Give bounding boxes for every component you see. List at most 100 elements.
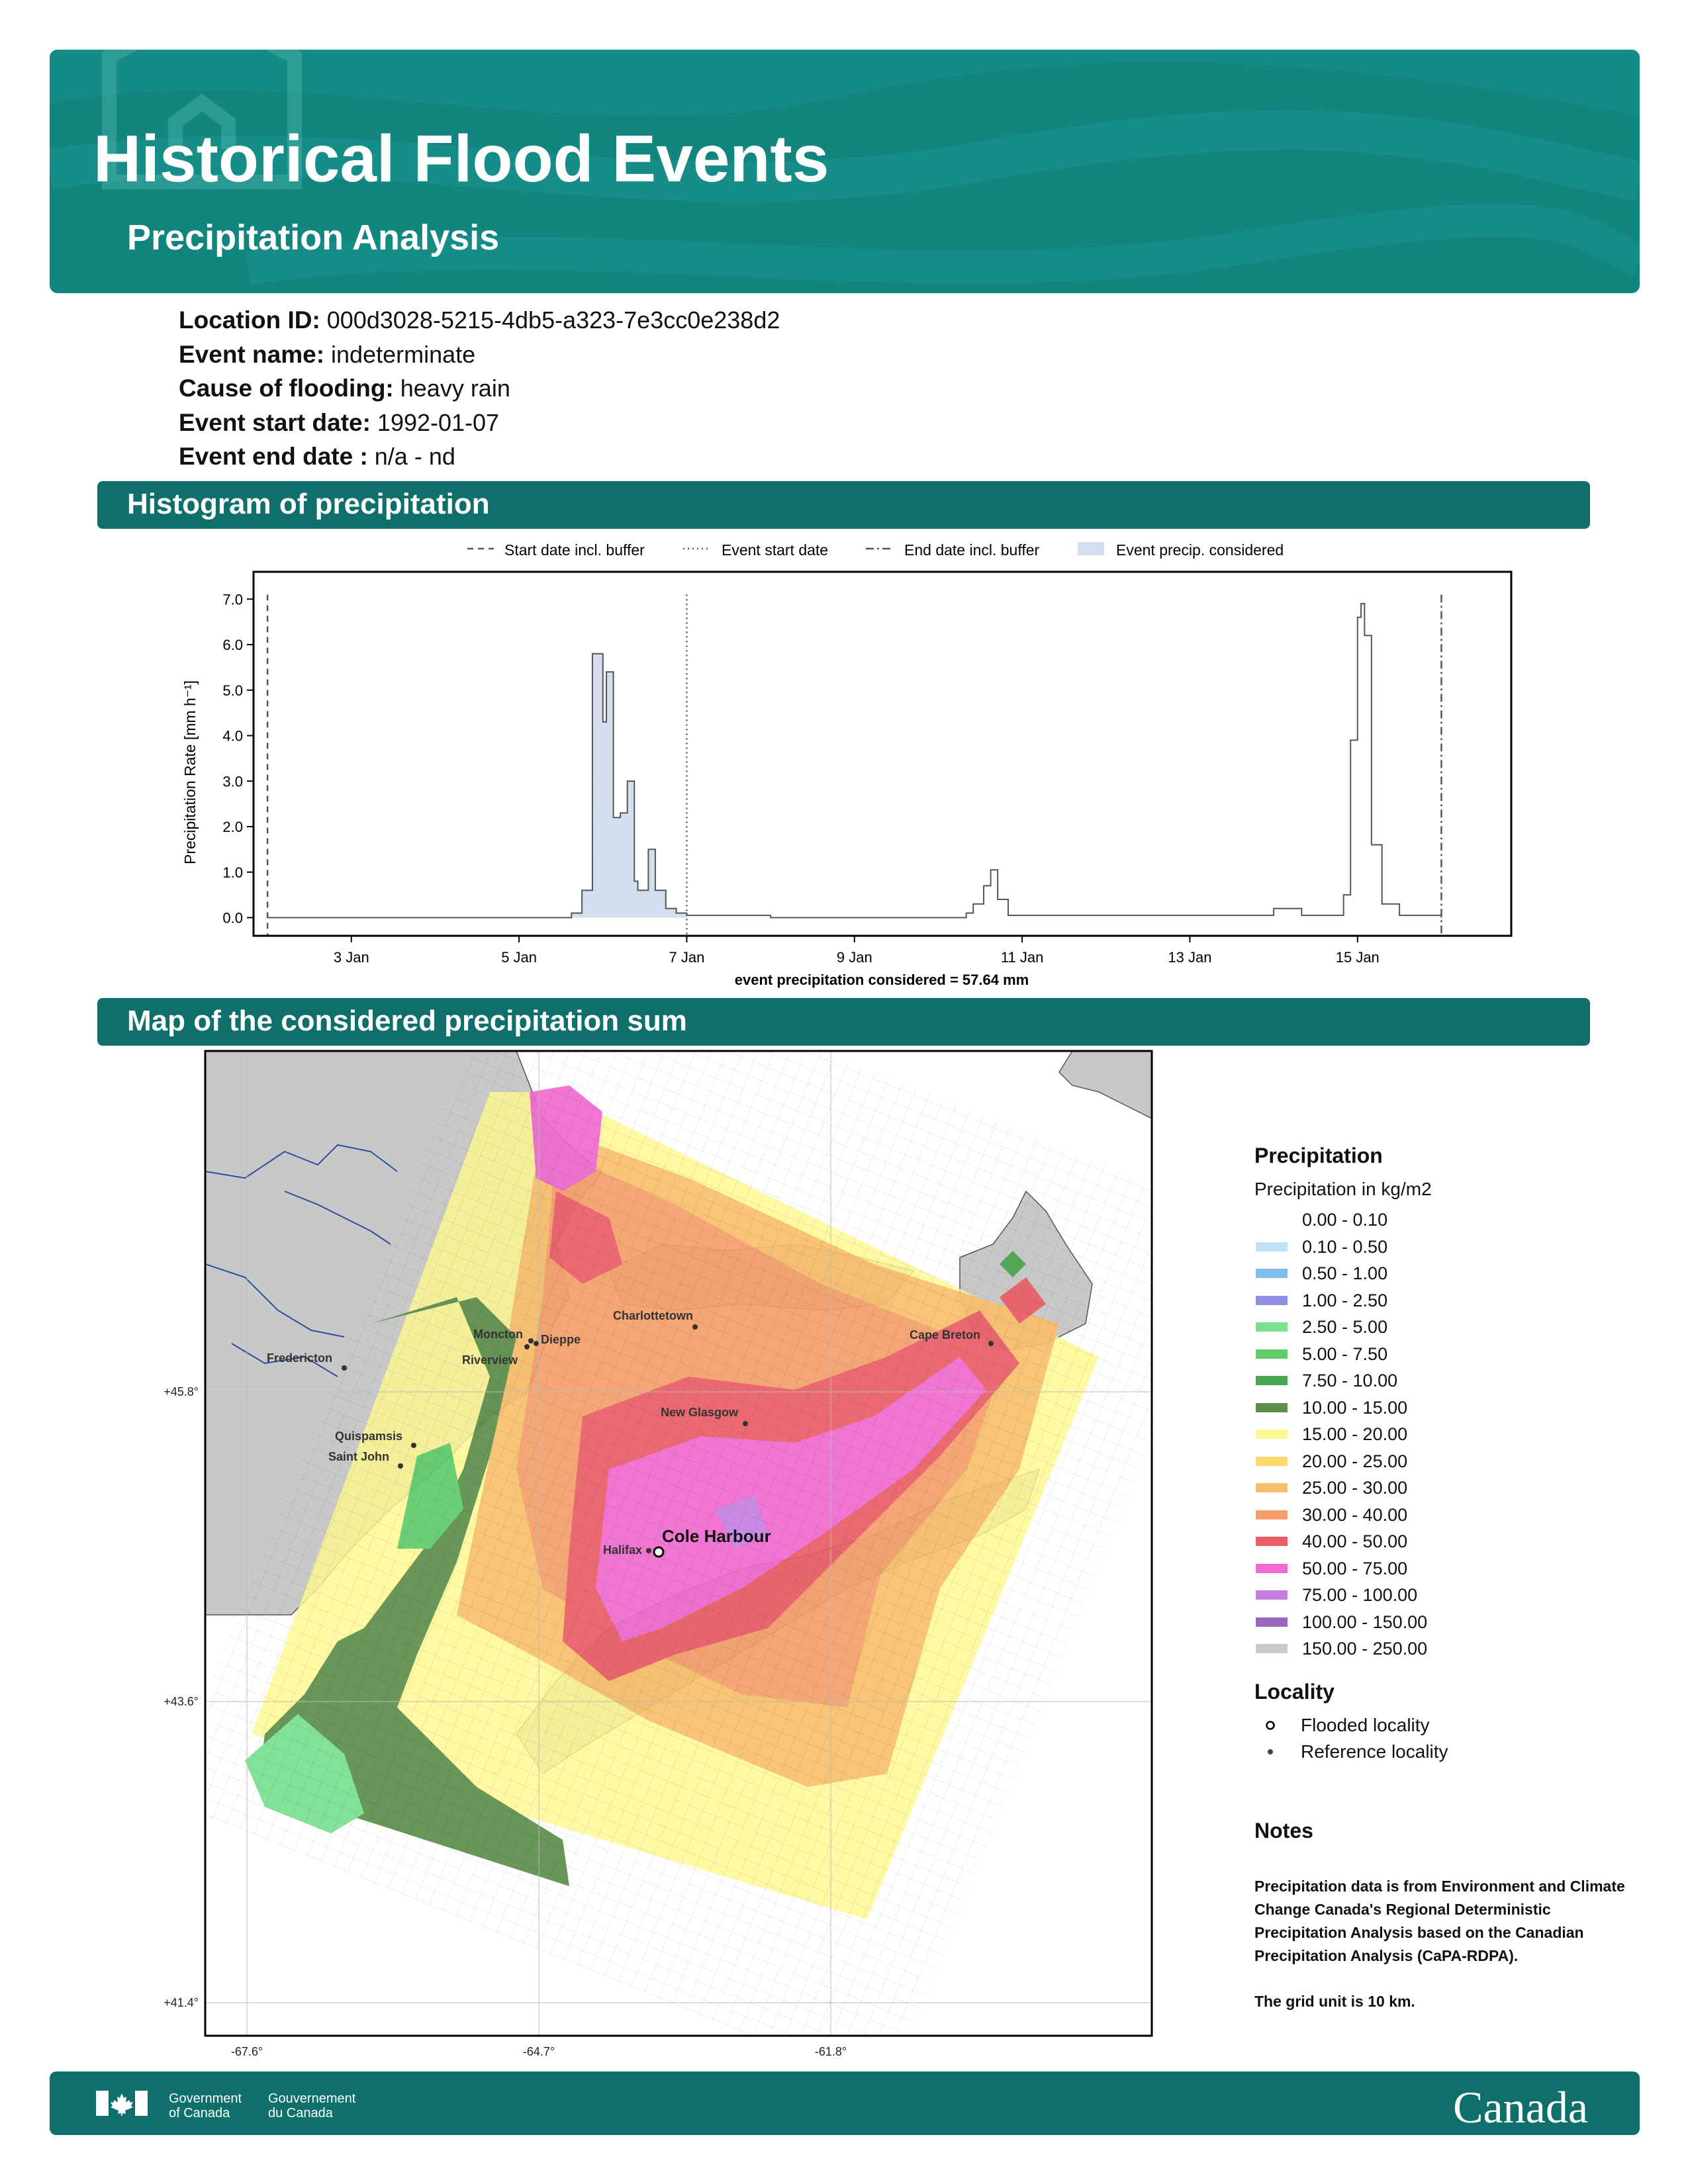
place-saint-john: Saint John: [328, 1450, 389, 1463]
x-tick-label: 5 Jan: [501, 949, 537, 966]
y-tick-label: 4.0: [222, 728, 243, 745]
banner-wave-pattern: [50, 50, 1640, 285]
legend-class-label: 150.00 - 250.00: [1302, 1639, 1428, 1659]
legend-class-label: 40.00 - 50.00: [1302, 1531, 1408, 1551]
meta-end-date: Event end date : n/a - nd: [179, 443, 455, 470]
legend-swatch: [1256, 1617, 1288, 1627]
legend-swatch: [1256, 1376, 1288, 1386]
legend-swatch: [1256, 1295, 1288, 1305]
place-cole-harbour: Cole Harbour: [662, 1526, 771, 1546]
legend-swatch: [1256, 1510, 1288, 1520]
meta-location-id: Location ID: 000d3028-5215-4db5-a323-7e3c…: [179, 306, 780, 334]
y-tick-label: 5.0: [222, 682, 243, 699]
x-tick-label: 9 Jan: [837, 949, 872, 966]
graticule: [205, 1051, 1152, 2036]
legend-swatch: [1256, 1402, 1288, 1412]
legend-class-item: 5.00 - 7.50: [1254, 1341, 1625, 1368]
legend-swatch-considered: [1078, 542, 1104, 555]
x-tick-label: 15 Jan: [1336, 949, 1380, 966]
meta-cause: Cause of flooding: heavy rain: [179, 375, 510, 402]
lat-label-41-4: +41.4°: [164, 1996, 199, 2009]
grid-cells: [205, 1051, 1152, 2036]
legend-title: Precipitation: [1254, 1144, 1383, 1167]
notes-panel: Notes Precipitation data is from Environ…: [1254, 1819, 1625, 2013]
legend-class-label: 25.00 - 30.00: [1302, 1478, 1408, 1498]
legend-subtitle: Precipitation in kg/m2: [1254, 1179, 1432, 1199]
legend-classes: 0.00 - 0.10 0.10 - 0.50 0.50 - 1.00 1.00 - …: [1254, 1206, 1625, 1662]
legend-class-label: 7.50 - 10.00: [1302, 1371, 1398, 1390]
land-newfoundland: [1058, 1051, 1152, 1119]
chart-legend: Start date incl. buffer Event start date…: [467, 541, 1284, 559]
locality-flooded: Flooded locality: [1254, 1712, 1625, 1739]
place-quispamsis: Quispamsis: [335, 1430, 402, 1443]
legend-swatch: [1256, 1537, 1288, 1547]
footer-bar: Government of Canada Gouvernement du Can…: [50, 2071, 1640, 2135]
legend-class-item: 15.00 - 20.00: [1254, 1421, 1625, 1448]
legend-swatch: [1256, 1349, 1288, 1359]
place-labels: Charlottetown Moncton Dieppe Riverview F…: [267, 1309, 994, 1558]
y-axis-ticks: 0.0 1.0 2.0 3.0 4.0 5.0 6.0 7.0: [222, 591, 254, 927]
y-tick-label: 6.0: [222, 637, 243, 653]
legend-class-label: 5.00 - 7.50: [1302, 1343, 1388, 1364]
rivers-and-borders: [205, 1144, 398, 1377]
considered-precip-area: [561, 653, 687, 918]
legend-swatch: [1256, 1242, 1288, 1251]
section-map-header: Map of the considered precipitation sum: [97, 998, 1590, 1046]
legend-label-start: Start date incl. buffer: [504, 541, 645, 559]
legend-class-item: 0.00 - 0.10: [1254, 1206, 1625, 1234]
legend-class-item: 40.00 - 50.00: [1254, 1528, 1625, 1555]
header-banner: Historical Flood Events Precipitation An…: [50, 50, 1640, 293]
gov-fr: Gouvernement du Canada: [268, 2091, 356, 2120]
reference-locality-icon: [1254, 1747, 1286, 1757]
place-moncton: Moncton: [473, 1328, 523, 1341]
legend-class-label: 10.00 - 15.00: [1302, 1397, 1408, 1418]
legend-class-item: 1.00 - 2.50: [1254, 1287, 1625, 1314]
precipitation-histogram: Start date incl. buffer Event start date…: [181, 541, 1513, 988]
legend-class-item: 30.00 - 40.00: [1254, 1502, 1625, 1529]
y-axis-label: Precipitation Rate [mm h⁻¹]: [181, 680, 199, 864]
map-legend: Precipitation Precipitation in kg/m2 0.0…: [1254, 1144, 1625, 1765]
place-fredericton: Fredericton: [267, 1351, 332, 1365]
page-subtitle: Precipitation Analysis: [127, 218, 500, 257]
legend-swatch: [1256, 1430, 1288, 1439]
lat-label-43-6: +43.6°: [164, 1695, 199, 1708]
lon-label-61-8: -61.8°: [815, 2045, 847, 2058]
y-tick-label: 1.0: [222, 864, 243, 881]
precip-rate-line: [267, 603, 1442, 919]
legend-swatch: [1256, 1269, 1288, 1279]
legend-swatch: [1256, 1644, 1288, 1654]
legend-class-item: 0.50 - 1.00: [1254, 1260, 1625, 1287]
place-charlottetown: Charlottetown: [613, 1309, 693, 1322]
legend-swatch: [1256, 1563, 1288, 1573]
y-tick-label: 2.0: [222, 819, 243, 835]
legend-swatch: [1256, 1456, 1288, 1466]
place-dieppe: Dieppe: [541, 1333, 581, 1346]
legend-class-item: 2.50 - 5.00: [1254, 1314, 1625, 1341]
map-frame: [204, 1050, 1153, 2037]
legend-class-label: 20.00 - 25.00: [1302, 1451, 1408, 1471]
gov-en: Government of Canada: [169, 2091, 242, 2120]
meta-event-name: Event name: indeterminate: [179, 340, 476, 368]
meta-start-date: Event start date: 1992-01-07: [179, 408, 500, 436]
y-tick-label: 7.0: [222, 591, 243, 608]
x-tick-label: 11 Jan: [1001, 949, 1043, 966]
locality-reference: Reference locality: [1254, 1739, 1625, 1765]
place-halifax: Halifax: [603, 1543, 642, 1557]
notes-title: Notes: [1254, 1819, 1313, 1843]
page-title: Historical Flood Events: [93, 122, 829, 196]
lon-label-64-7: -64.7°: [523, 2045, 555, 2058]
legend-class-label: 30.00 - 40.00: [1302, 1504, 1408, 1525]
legend-swatch: [1256, 1483, 1288, 1493]
y-tick-label: 0.0: [222, 910, 243, 927]
legend-class-label: 15.00 - 20.00: [1302, 1424, 1408, 1444]
plot-frame: [252, 570, 1513, 937]
x-tick-label: 7 Jan: [669, 949, 705, 966]
notes-source: Precipitation data is from Environment a…: [1254, 1878, 1625, 1964]
legend-class-item: 100.00 - 150.00: [1254, 1609, 1625, 1636]
x-axis-label: event precipitation considered = 57.64 m…: [735, 972, 1029, 988]
legend-class-label: 2.50 - 5.00: [1302, 1317, 1388, 1337]
precipitation-map: Charlottetown Moncton Dieppe Riverview F…: [164, 1050, 1153, 2058]
lat-label-45-8: +45.8°: [164, 1385, 199, 1398]
legend-class-label: 0.00 - 0.10: [1302, 1210, 1388, 1230]
legend-label-considered: Event precip. considered: [1116, 541, 1284, 559]
